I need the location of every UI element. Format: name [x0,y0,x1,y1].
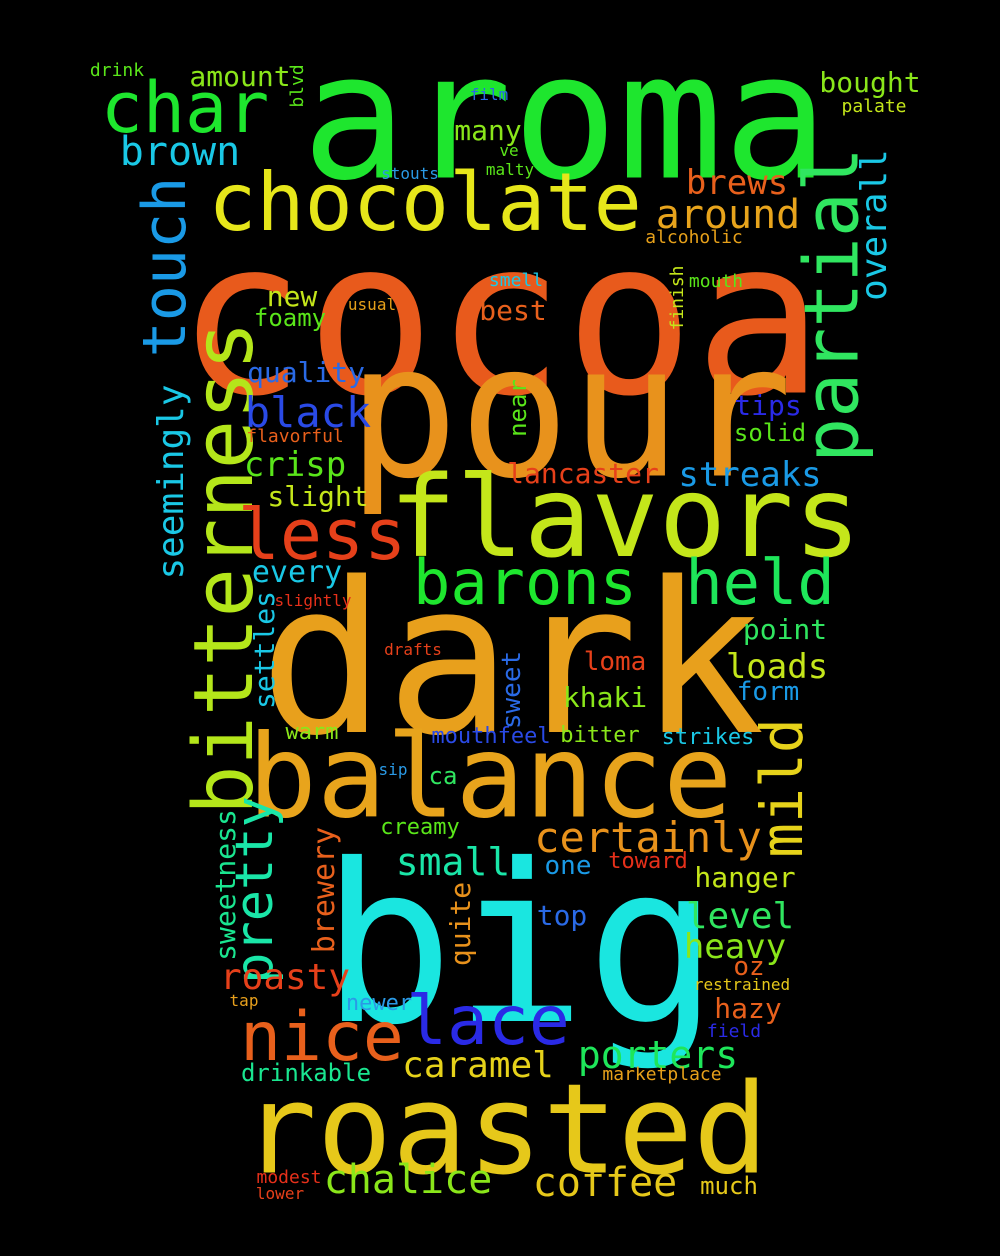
word-flavorful: flavorful [246,426,344,447]
word-hazy: hazy [714,992,782,1025]
word-drink: drink [89,60,145,81]
word-sweet: sweet [497,650,527,730]
word-top: top [536,899,588,932]
word-much: much [700,1172,758,1200]
word-alcoholic: alcoholic [645,227,743,248]
word-malty: malty [485,160,535,179]
word-brewery: brewery [307,826,342,954]
word-stouts: stouts [381,164,439,183]
word-dark: dark [259,537,765,782]
word-heavy: heavy [683,927,787,967]
word-nice: nice [240,998,404,1077]
word-every: every [251,555,343,590]
word-strikes: strikes [661,725,755,750]
word-blvd: blvd [287,64,308,108]
word-tips: tips [734,389,802,422]
word-coffee: coffee [532,1160,678,1206]
word-solid: solid [733,419,807,447]
word-creamy: creamy [380,815,460,840]
word-bought: bought [819,66,921,99]
word-bitter: bitter [560,723,640,748]
word-porters: porters [577,1033,739,1077]
word-lace: lace [406,982,570,1061]
word-tap: tap [229,991,259,1010]
word-one: one [544,851,592,881]
word-balance: balance [247,710,733,845]
word-brews: brews [685,163,789,203]
word-modest: modest [256,1167,322,1188]
word-warm: warm [285,720,339,745]
word-sweetness: sweetness [209,809,242,961]
word-quite: quite [444,881,477,967]
word-point: point [742,613,828,646]
word-field: field [706,1021,762,1042]
word-film: film [469,85,509,104]
word-level: level [685,896,795,937]
word-small: small [395,840,511,884]
word-lower: lower [255,1184,305,1203]
word-oz: oz [733,952,765,982]
word-slightly: slightly [274,591,352,610]
word-loads: loads [725,647,829,687]
word-less: less [237,494,407,576]
word-loma: loma [583,647,647,677]
word-mouth: mouth [688,271,744,292]
word-drafts: drafts [384,640,442,659]
word-best: best [479,294,547,327]
word-seemingly: seemingly [151,384,192,580]
word-roasted: roasted [241,1057,769,1203]
word-roasty: roasty [219,957,351,998]
word-form: form [736,677,800,707]
word-big: big [321,817,719,1073]
word-ve: ve [499,141,519,160]
word-streaks: streaks [678,455,822,495]
word-held: held [685,546,835,619]
word-pour: pour [347,303,793,520]
word-new: new [266,280,318,313]
word-toward: toward [608,849,688,874]
word-finish: finish [667,265,688,331]
word-black: black [244,388,372,437]
word-overall: overall [854,149,895,301]
word-certainly: certainly [534,813,762,862]
word-palate: palate [841,96,907,117]
word-hanger: hanger [694,861,796,894]
word-touch: touch [130,176,200,358]
word-amount: amount [189,60,291,93]
word-khaki: khaki [562,681,648,714]
word-mouthfeel: mouthfeel [431,724,551,749]
word-around: around [655,192,801,238]
word-chocolate: chocolate [208,156,642,249]
word-newer: newer [345,991,413,1016]
word-near: near [504,379,532,437]
word-brown: brown [119,129,241,175]
word-restrained: restrained [693,975,791,994]
word-crisp: crisp [243,445,347,485]
word-drinkable: drinkable [240,1059,372,1087]
word-barons: barons [413,546,637,619]
word-sip: sip [378,760,408,779]
word-many: many [454,114,522,147]
word-slight: slight [267,480,369,513]
word-char: char [100,67,270,149]
word-caramel: caramel [402,1045,554,1086]
word-quality: quality [246,356,366,389]
word-chalice: chalice [323,1157,493,1203]
word-flavors: flavors [388,453,862,583]
word-marketplace: marketplace [602,1064,722,1085]
word-smell: smell [488,270,544,291]
word-foamy: foamy [253,304,327,332]
word-cocoa: cocoa [176,192,824,444]
word-aroma: aroma [301,16,829,220]
word-lancaster: lancaster [507,457,659,490]
word-usual: usual [347,295,397,314]
word-ca: ca [428,762,458,790]
